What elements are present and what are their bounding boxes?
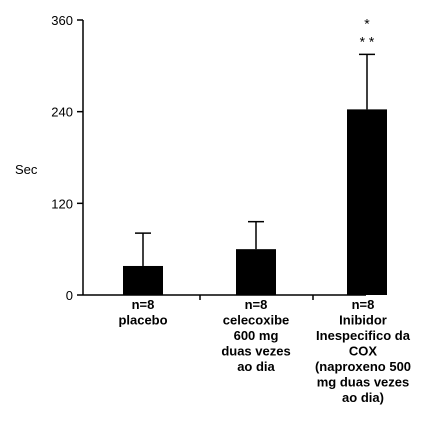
x-category-label-line: (naproxeno 500 <box>315 359 411 374</box>
x-category-label-line: duas vezes <box>221 344 290 359</box>
x-category-label-line: COX <box>349 344 378 359</box>
x-category-label-line: mg duas vezes <box>317 375 410 390</box>
x-category-label-line: Inibidor <box>339 313 387 328</box>
x-category-label-line: n=8 <box>352 297 375 312</box>
y-tick-label: 0 <box>66 288 73 303</box>
error-bars <box>135 53 375 266</box>
x-category-label-line: 600 mg <box>234 328 279 343</box>
x-category-label-line: ao dia <box>237 359 275 374</box>
x-category-label: n=8 celecoxibe 600 mg duas vezes ao dia <box>221 297 290 374</box>
significance-marks: * * * <box>360 15 375 49</box>
axes <box>82 20 366 296</box>
y-tick-label: 240 <box>51 105 73 120</box>
x-category-label-line: n=8 <box>245 297 268 312</box>
x-ticks <box>199 295 314 300</box>
y-tick-label: 360 <box>51 13 73 28</box>
significance-mark: * * <box>360 33 375 49</box>
y-tick-label: 120 <box>51 196 73 211</box>
significance-mark: * <box>364 15 370 31</box>
y-ticks: 0 120 240 360 <box>51 13 83 303</box>
x-category-label: n=8 placebo <box>118 297 167 328</box>
y-axis-label: Sec <box>15 162 38 177</box>
x-category-label: n=8 Inibidor Inespecifico da COX (naproxeno … <box>315 297 411 405</box>
x-category-label-line: Inespecifico da <box>316 328 411 343</box>
bar <box>123 265 163 295</box>
bar <box>347 109 387 295</box>
x-category-label-line: n=8 <box>132 297 155 312</box>
x-category-label-line: placebo <box>118 313 167 328</box>
x-category-label-line: celecoxibe <box>223 313 290 328</box>
x-category-label-line: ao dia) <box>342 390 384 405</box>
bar <box>236 249 276 295</box>
bars <box>123 109 387 295</box>
